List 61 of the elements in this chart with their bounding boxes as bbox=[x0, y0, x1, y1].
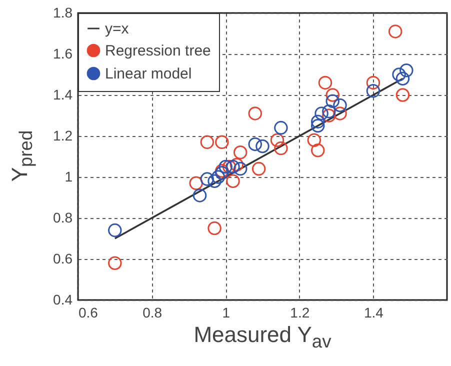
legend-label: y=x bbox=[105, 20, 130, 38]
point bbox=[215, 164, 229, 178]
legend-label: Linear model bbox=[105, 66, 192, 82]
point bbox=[333, 98, 347, 112]
point bbox=[322, 108, 336, 122]
point bbox=[366, 76, 380, 90]
point bbox=[400, 64, 414, 78]
y-tick-label: 1.8 bbox=[53, 4, 73, 20]
point bbox=[322, 104, 336, 118]
x-tick-label: 0.8 bbox=[142, 304, 162, 320]
point bbox=[274, 120, 288, 135]
x-tick-label: 1 bbox=[222, 304, 230, 320]
point bbox=[200, 172, 214, 186]
point bbox=[392, 68, 406, 82]
point bbox=[192, 188, 207, 202]
point bbox=[318, 76, 332, 90]
point bbox=[314, 106, 328, 120]
legend-label: Regression tree bbox=[105, 42, 211, 60]
point bbox=[326, 88, 340, 102]
point bbox=[226, 160, 240, 174]
point bbox=[310, 118, 325, 133]
point bbox=[208, 174, 222, 188]
x-axis-title: Measured Y$_{av}$ bbox=[192, 322, 332, 352]
point bbox=[256, 139, 270, 154]
point bbox=[233, 162, 248, 176]
point bbox=[222, 160, 236, 174]
point bbox=[226, 174, 240, 188]
point bbox=[388, 24, 402, 38]
point bbox=[366, 84, 380, 98]
point bbox=[230, 158, 244, 172]
point bbox=[233, 146, 248, 160]
point bbox=[189, 176, 203, 190]
point bbox=[211, 170, 226, 184]
point bbox=[310, 114, 325, 129]
y-tick-label: 1.2 bbox=[53, 128, 73, 144]
point bbox=[218, 160, 232, 174]
point bbox=[215, 135, 229, 150]
point bbox=[108, 223, 122, 238]
y-tick-label: 0.6 bbox=[53, 250, 73, 266]
y-tick-label: 0.8 bbox=[53, 210, 73, 226]
x-tick-label: 1.4 bbox=[364, 304, 384, 320]
point bbox=[310, 143, 325, 158]
point bbox=[200, 135, 214, 150]
point bbox=[248, 106, 262, 120]
x-tick-label: 0.6 bbox=[78, 304, 98, 320]
point bbox=[248, 137, 262, 152]
point bbox=[270, 133, 284, 147]
y-tick-label: 1.6 bbox=[53, 46, 73, 62]
point bbox=[333, 106, 347, 120]
point bbox=[326, 94, 340, 108]
y-tick-label: 0.4 bbox=[53, 292, 73, 308]
point bbox=[396, 72, 410, 86]
point bbox=[252, 162, 266, 176]
y-tick-label: 1.4 bbox=[53, 86, 73, 102]
point bbox=[108, 256, 122, 270]
point bbox=[396, 88, 410, 102]
point bbox=[274, 141, 288, 156]
y-tick-label: 1 bbox=[64, 168, 73, 184]
x-tick-label: 1.2 bbox=[290, 304, 310, 320]
point bbox=[208, 221, 222, 236]
point bbox=[307, 133, 322, 147]
